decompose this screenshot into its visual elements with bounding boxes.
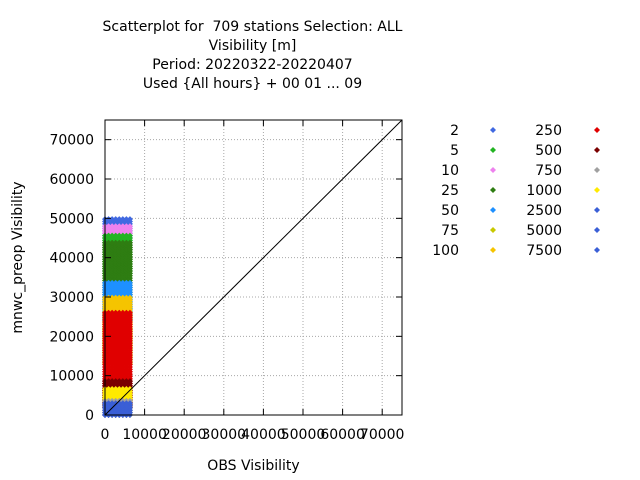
legend-label: 25 bbox=[441, 183, 459, 199]
legend-label: 5 bbox=[450, 143, 459, 159]
legend-label: 500 bbox=[535, 143, 562, 159]
data-point bbox=[123, 402, 130, 409]
legend-label: 750 bbox=[535, 163, 562, 179]
legend-label: 2 bbox=[450, 123, 459, 139]
x-tick-label: 20000 bbox=[162, 427, 207, 443]
legend-marker bbox=[594, 187, 600, 193]
y-tick-label: 0 bbox=[85, 408, 94, 424]
legend-marker bbox=[490, 227, 496, 233]
x-axis-label: OBS Visibility bbox=[207, 458, 299, 474]
legend-marker bbox=[594, 247, 600, 253]
data-point bbox=[126, 309, 133, 316]
legend-marker bbox=[594, 127, 600, 133]
x-tick-label: 10000 bbox=[122, 427, 167, 443]
data-point bbox=[126, 216, 133, 223]
chart-title-line-3: Period: 20220322-20220407 bbox=[152, 57, 353, 73]
y-tick-label: 40000 bbox=[49, 251, 94, 267]
legend-marker bbox=[594, 227, 600, 233]
legend-label: 2500 bbox=[526, 203, 562, 219]
y-tick-label: 20000 bbox=[49, 329, 94, 345]
data-point bbox=[126, 279, 133, 286]
chart-title-block: Scatterplot for 709 stations Selection: … bbox=[0, 18, 505, 94]
legend-label: 100 bbox=[432, 243, 459, 259]
data-point bbox=[126, 232, 133, 239]
data-points-layer bbox=[102, 216, 133, 418]
x-tick-label: 30000 bbox=[202, 427, 247, 443]
data-point bbox=[126, 239, 133, 246]
data-point bbox=[126, 386, 133, 393]
legend-label: 75 bbox=[441, 223, 459, 239]
data-point bbox=[126, 378, 133, 385]
grid-layer bbox=[105, 120, 402, 415]
legend-marker bbox=[490, 147, 496, 153]
x-tick-label: 50000 bbox=[281, 427, 326, 443]
legend-label: 1000 bbox=[526, 183, 562, 199]
legend-marker bbox=[594, 207, 600, 213]
chart-title-line-1: Scatterplot for 709 stations Selection: … bbox=[102, 19, 403, 35]
legend-marker bbox=[594, 147, 600, 153]
y-tick-label: 70000 bbox=[49, 133, 94, 149]
legend-marker bbox=[490, 247, 496, 253]
tick-layer: 0 100002000030000400005000060000700000100… bbox=[49, 120, 404, 443]
legend-label: 250 bbox=[535, 123, 562, 139]
legend-marker bbox=[490, 207, 496, 213]
data-point bbox=[126, 294, 133, 301]
diagonal-reference-line bbox=[104, 119, 403, 416]
chart-title-line-4: Used {All hours} + 00 01 ... 09 bbox=[142, 76, 363, 92]
legend-marker bbox=[594, 167, 600, 173]
x-tick-label: 70000 bbox=[360, 427, 405, 443]
legend-marker bbox=[490, 187, 496, 193]
plot-frame bbox=[104, 119, 403, 416]
y-tick-label: 10000 bbox=[49, 369, 94, 385]
data-point bbox=[126, 223, 133, 230]
legend-marker bbox=[490, 167, 496, 173]
legend-label: 10 bbox=[441, 163, 459, 179]
x-tick-label: 60000 bbox=[320, 427, 365, 443]
y-tick-label: 50000 bbox=[49, 211, 94, 227]
legend-label: 7500 bbox=[526, 243, 562, 259]
legend-label: 5000 bbox=[526, 223, 562, 239]
y-tick-label: 60000 bbox=[49, 172, 94, 188]
x-tick-label: 40000 bbox=[241, 427, 286, 443]
legend-label: 50 bbox=[441, 203, 459, 219]
x-tick-label: 0 bbox=[101, 427, 110, 443]
y-axis-label: mnwc_preop Visibility bbox=[10, 181, 26, 333]
legend-marker bbox=[490, 127, 496, 133]
y-tick-label: 30000 bbox=[49, 290, 94, 306]
chart-title-line-2: Visibility [m] bbox=[208, 38, 297, 54]
